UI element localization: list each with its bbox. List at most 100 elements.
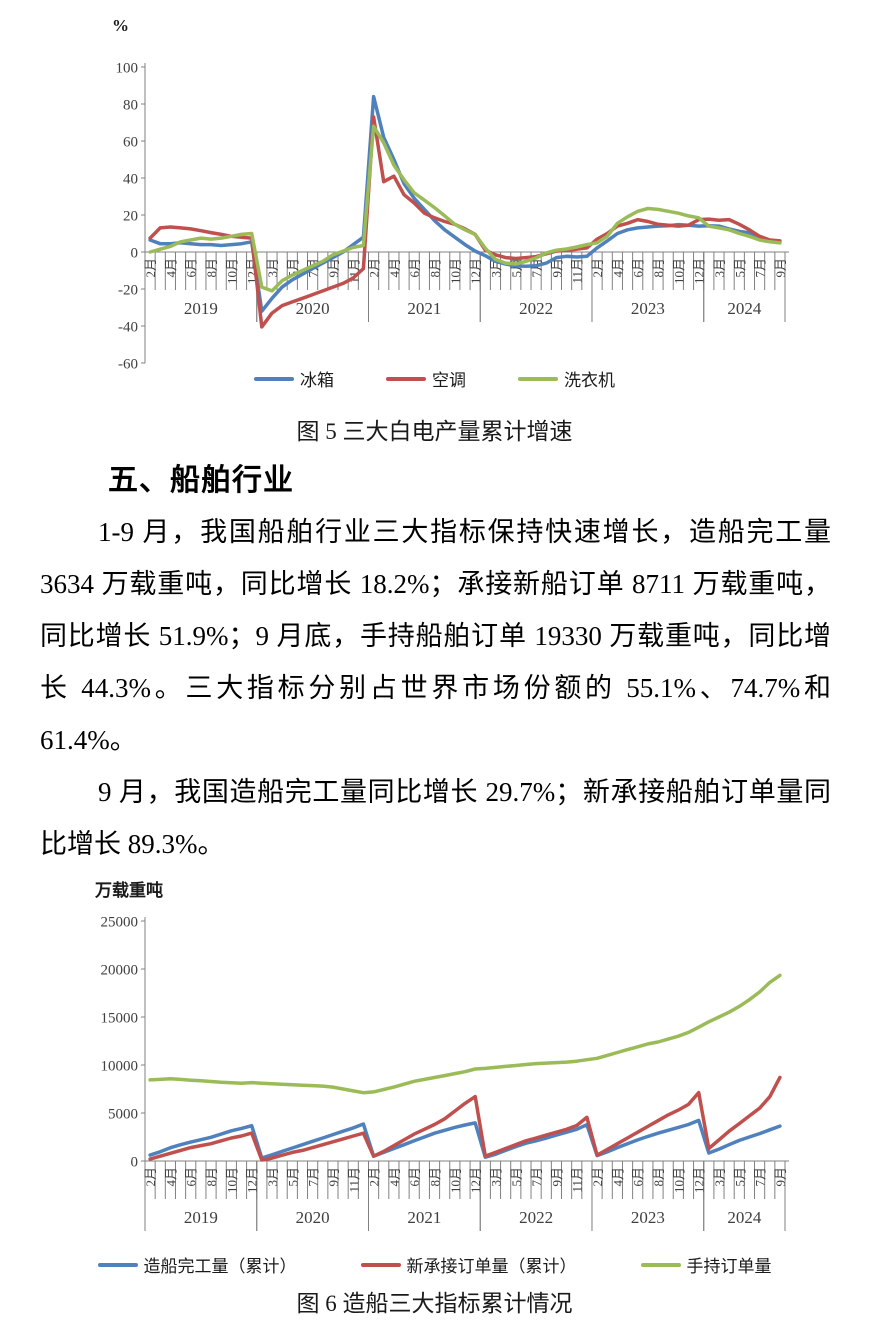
- x-axis-ticks: [144, 252, 786, 322]
- svg-text:12月: 12月: [468, 1167, 483, 1193]
- line-swatch-icon: [97, 1262, 138, 1267]
- svg-text:6月: 6月: [631, 258, 646, 278]
- line-swatch-icon: [254, 376, 294, 381]
- svg-text:12月: 12月: [468, 258, 483, 284]
- svg-text:7月: 7月: [529, 1167, 544, 1187]
- legend-item-shouchi: 手持订单量: [640, 1252, 772, 1277]
- svg-text:11月: 11月: [346, 1167, 361, 1193]
- x-axis-year-labels: 2019 2020 2021 2022 2023 2024: [184, 1208, 762, 1227]
- svg-text:8月: 8月: [204, 1167, 219, 1187]
- svg-text:2月: 2月: [367, 258, 382, 278]
- svg-text:5月: 5月: [732, 1167, 747, 1187]
- y-axis-tick-labels: 25000 20000 15000 10000 5000 0: [101, 914, 139, 1170]
- svg-text:2021: 2021: [407, 1208, 441, 1227]
- svg-text:12月: 12月: [692, 258, 707, 284]
- svg-text:12月: 12月: [692, 1167, 707, 1193]
- svg-text:4月: 4月: [610, 258, 625, 278]
- figure6-legend: 造船完工量（累计） 新承接订单量（累计） 手持订单量: [0, 1252, 869, 1277]
- svg-text:6月: 6月: [631, 1167, 646, 1187]
- legend-label: 冰箱: [300, 371, 334, 390]
- y-axis-tick-labels: 100 80 60 40 20 0 -20 -40 -60: [116, 60, 139, 370]
- svg-text:2024: 2024: [727, 1208, 762, 1227]
- svg-text:5月: 5月: [732, 258, 747, 278]
- svg-text:40: 40: [123, 171, 138, 187]
- svg-text:2022: 2022: [519, 1208, 553, 1227]
- svg-text:2019: 2019: [184, 299, 218, 318]
- figure5-unit-label: %: [112, 16, 129, 35]
- legend-item-bingxiang: 冰箱: [254, 366, 334, 391]
- body-paragraph-1: 1-9 月，我国船舶行业三大指标保持快速增长，造船完工量 3634 万载重吨，同…: [40, 517, 831, 755]
- svg-text:2024: 2024: [727, 299, 762, 318]
- figure5-caption: 图 5 三大白电产量累计增速: [296, 419, 573, 444]
- body-paragraph-2: 9 月，我国造船完工量同比增长 29.7%；新承接船舶订单量同比增长 89.3%…: [40, 777, 831, 859]
- svg-text:2023: 2023: [631, 1208, 665, 1227]
- legend-label: 造船完工量（累计）: [143, 1257, 297, 1276]
- svg-text:2023: 2023: [631, 299, 665, 318]
- svg-text:0: 0: [131, 1154, 139, 1170]
- axes: [141, 917, 789, 1162]
- x-axis-month-labels: 2月 4月 6月 8月 10月 12月 3月 5月 7月 9月 11月 2月 4月 6月 8月 10月 12月 3…: [143, 258, 788, 284]
- svg-text:2月: 2月: [590, 258, 605, 278]
- figure5-legend: 冰箱 空调 洗衣机: [0, 366, 869, 391]
- x-axis-year-labels: 2019 2020 2021 2022 2023 2024: [184, 299, 762, 318]
- svg-text:4月: 4月: [387, 258, 402, 278]
- series-line-1: [148, 1075, 782, 1162]
- svg-text:7月: 7月: [306, 1167, 321, 1187]
- svg-text:6月: 6月: [407, 258, 422, 278]
- svg-text:9月: 9月: [773, 1167, 788, 1187]
- svg-text:6月: 6月: [184, 1167, 199, 1187]
- legend-label: 空调: [432, 371, 466, 390]
- svg-text:2019: 2019: [184, 1208, 218, 1227]
- line-swatch-icon: [518, 376, 558, 381]
- svg-text:60: 60: [123, 134, 138, 150]
- svg-text:9月: 9月: [549, 258, 564, 278]
- svg-text:6月: 6月: [407, 1167, 422, 1187]
- svg-text:20: 20: [123, 208, 138, 224]
- line-swatch-icon: [640, 1262, 681, 1267]
- figure6-caption: 图 6 造船三大指标累计情况: [296, 1291, 573, 1316]
- svg-text:3月: 3月: [488, 1167, 503, 1187]
- series-line-2: [148, 124, 782, 293]
- legend-label: 新承接订单量（累计）: [406, 1257, 577, 1276]
- svg-text:2021: 2021: [407, 299, 441, 318]
- legend-label: 洗衣机: [564, 371, 615, 390]
- svg-text:9月: 9月: [773, 258, 788, 278]
- svg-text:8月: 8月: [651, 1167, 666, 1187]
- svg-text:10月: 10月: [224, 258, 239, 284]
- svg-text:20000: 20000: [101, 962, 139, 978]
- svg-text:10月: 10月: [448, 258, 463, 284]
- axes: [141, 63, 789, 364]
- svg-text:9月: 9月: [326, 258, 341, 278]
- svg-text:2020: 2020: [296, 1208, 330, 1227]
- line-swatch-icon: [386, 376, 426, 381]
- svg-text:100: 100: [116, 60, 139, 76]
- svg-text:10月: 10月: [224, 1167, 239, 1193]
- svg-text:9月: 9月: [326, 1167, 341, 1187]
- svg-text:5月: 5月: [509, 1167, 524, 1187]
- svg-text:-40: -40: [118, 319, 138, 335]
- svg-text:8月: 8月: [428, 1167, 443, 1187]
- svg-text:4月: 4月: [163, 1167, 178, 1187]
- svg-text:2月: 2月: [367, 1167, 382, 1187]
- svg-text:15000: 15000: [101, 1010, 139, 1026]
- svg-text:10月: 10月: [671, 258, 686, 284]
- svg-text:3月: 3月: [265, 1167, 280, 1187]
- svg-text:4月: 4月: [387, 1167, 402, 1187]
- svg-text:9月: 9月: [549, 1167, 564, 1187]
- svg-text:-20: -20: [118, 282, 138, 298]
- svg-text:25000: 25000: [101, 914, 139, 930]
- svg-text:2月: 2月: [590, 1167, 605, 1187]
- legend-item-xiyiji: 洗衣机: [518, 366, 615, 391]
- svg-text:10000: 10000: [101, 1058, 139, 1074]
- series-line-1: [148, 115, 782, 329]
- svg-text:7月: 7月: [753, 258, 768, 278]
- series-line-0: [148, 1118, 782, 1160]
- svg-text:3月: 3月: [265, 258, 280, 278]
- svg-text:10月: 10月: [448, 1167, 463, 1193]
- svg-text:12月: 12月: [245, 1167, 260, 1193]
- svg-text:80: 80: [123, 97, 138, 113]
- svg-text:10月: 10月: [671, 1167, 686, 1193]
- svg-text:3月: 3月: [712, 258, 727, 278]
